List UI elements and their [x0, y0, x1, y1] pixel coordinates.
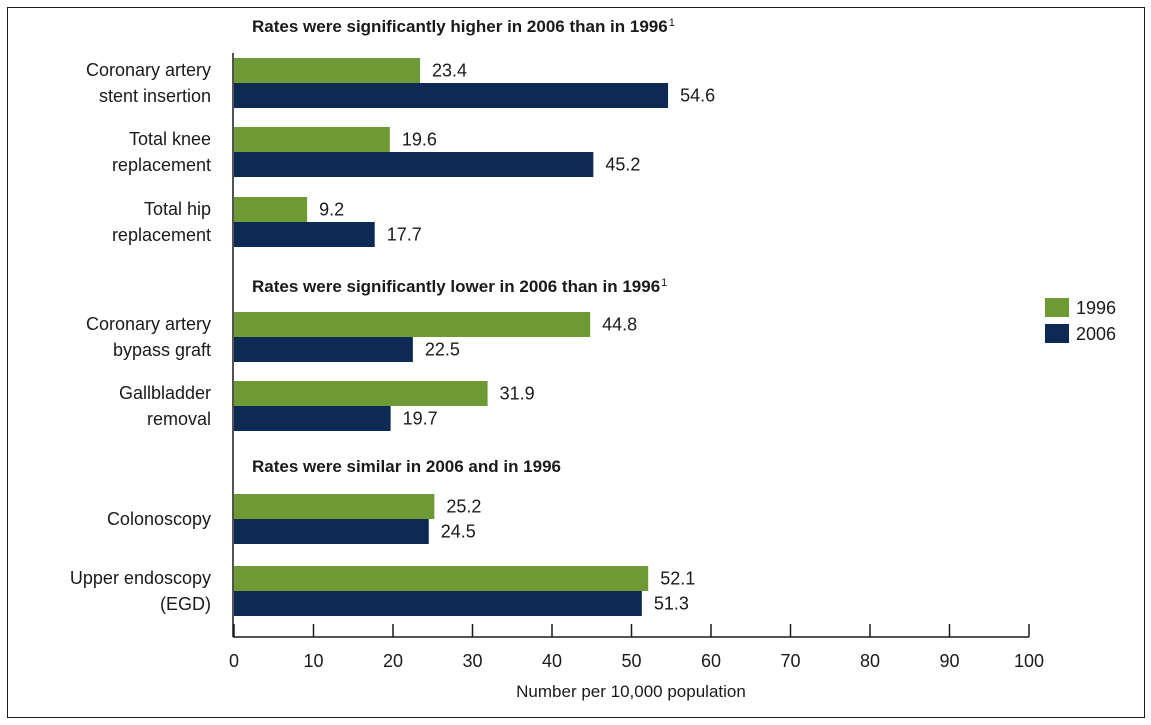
- value-label: 51.3: [654, 594, 689, 614]
- footnote-marker: 1: [661, 277, 667, 289]
- group-heading: Rates were significantly higher in 2006 …: [252, 17, 668, 36]
- legend-swatch-2006: [1045, 324, 1069, 343]
- category-label: bypass graft: [113, 340, 211, 360]
- value-label: 25.2: [446, 497, 481, 517]
- value-label: 19.7: [403, 409, 438, 429]
- bar-2006: [234, 406, 391, 431]
- category-label: replacement: [112, 155, 211, 175]
- legend-label: 1996: [1076, 298, 1116, 318]
- bar-2006: [234, 83, 669, 108]
- footnote-marker: 1: [669, 17, 675, 29]
- bar-2006: [234, 152, 594, 177]
- value-label: 45.2: [605, 155, 640, 175]
- value-label: 54.6: [680, 86, 715, 106]
- x-axis-label: Number per 10,000 population: [516, 682, 746, 701]
- category-label: Upper endoscopy: [70, 568, 211, 588]
- value-label: 52.1: [660, 569, 695, 589]
- x-tick-label: 50: [621, 651, 641, 671]
- bar-1996: [234, 566, 649, 591]
- x-tick-label: 70: [780, 651, 800, 671]
- value-label: 23.4: [432, 61, 467, 81]
- group-heading: Rates were similar in 2006 and in 1996: [252, 457, 561, 476]
- bar-1996: [234, 58, 421, 83]
- category-label: Coronary artery: [86, 60, 211, 80]
- legend-swatch-1996: [1045, 298, 1069, 317]
- category-label: Coronary artery: [86, 314, 211, 334]
- value-label: 9.2: [319, 200, 344, 220]
- category-label: Total knee: [129, 129, 211, 149]
- category-label: Colonoscopy: [107, 509, 211, 529]
- bar-2006: [234, 222, 375, 247]
- bar-1996: [234, 494, 435, 519]
- bar-2006: [234, 519, 429, 544]
- x-tick-label: 30: [462, 651, 482, 671]
- bar-1996: [234, 312, 591, 337]
- x-tick-label: 90: [939, 651, 959, 671]
- bar-2006: [234, 337, 413, 362]
- x-tick-label: 10: [303, 651, 323, 671]
- category-label: (EGD): [160, 594, 211, 614]
- x-tick-label: 60: [701, 651, 721, 671]
- category-label: Gallbladder: [119, 383, 211, 403]
- bar-1996: [234, 381, 488, 406]
- category-label: stent insertion: [99, 86, 211, 106]
- value-label: 31.9: [500, 384, 535, 404]
- category-label: removal: [147, 409, 211, 429]
- x-tick-label: 20: [383, 651, 403, 671]
- group-heading: Rates were significantly lower in 2006 t…: [252, 277, 660, 296]
- x-tick-label: 40: [542, 651, 562, 671]
- value-label: 22.5: [425, 340, 460, 360]
- x-tick-label: 80: [860, 651, 880, 671]
- bar-1996: [234, 127, 390, 152]
- category-label: replacement: [112, 225, 211, 245]
- bar-2006: [234, 591, 642, 616]
- value-label: 19.6: [402, 130, 437, 150]
- chart-frame: [7, 7, 1145, 718]
- value-label: 17.7: [387, 225, 422, 245]
- legend-label: 2006: [1076, 324, 1116, 344]
- bar-1996: [234, 197, 308, 222]
- x-tick-label: 0: [229, 651, 239, 671]
- value-label: 24.5: [441, 522, 476, 542]
- value-label: 44.8: [602, 315, 637, 335]
- x-tick-label: 100: [1014, 651, 1044, 671]
- category-label: Total hip: [144, 199, 211, 219]
